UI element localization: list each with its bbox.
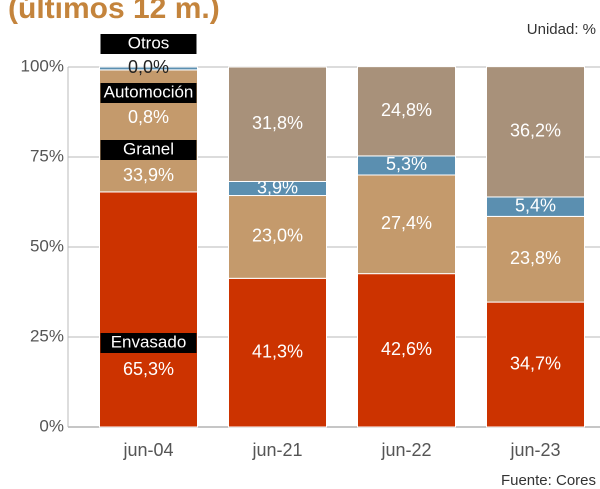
data-label: 31,8% [252, 113, 303, 133]
data-label: 42,6% [381, 339, 432, 359]
y-tick-label: 0% [39, 416, 64, 435]
series-label: Automoción [104, 82, 194, 101]
series-label-box [100, 333, 197, 353]
data-label: 5,3% [386, 154, 427, 174]
bar-segment [228, 195, 327, 279]
data-label: 34,7% [510, 353, 561, 373]
bar-segment [357, 273, 456, 428]
bar-segment [357, 66, 456, 157]
series-label-box [100, 83, 197, 103]
data-label: 0,8% [128, 107, 169, 127]
data-label: 3,9% [257, 177, 298, 197]
x-tick-label: jun-21 [251, 440, 302, 460]
data-label: 27,4% [381, 213, 432, 233]
data-label: 36,2% [510, 121, 561, 141]
data-label: 41,3% [252, 341, 303, 361]
series-label: Otros [128, 33, 170, 52]
series-label-box [100, 140, 197, 160]
data-label: 0,0% [128, 57, 169, 77]
x-tick-label: jun-22 [380, 440, 431, 460]
x-tick-label: jun-23 [509, 440, 560, 460]
bar-segment [99, 191, 198, 428]
y-tick-label: 50% [30, 236, 64, 255]
bar-segment [486, 215, 585, 303]
y-tick-label: 75% [30, 146, 64, 165]
bar-segment [486, 301, 585, 428]
bar-segment [228, 277, 327, 428]
chart-title: (últimos 12 m.) [8, 0, 220, 25]
data-label: 33,9% [123, 165, 174, 185]
y-tick-label: 25% [30, 326, 64, 345]
series-label: Granel [123, 139, 174, 158]
series-label-box [100, 34, 197, 54]
unit-note: Unidad: % [527, 21, 596, 38]
bar-segment [99, 66, 198, 71]
data-label: 23,0% [252, 226, 303, 246]
data-label: 23,8% [510, 248, 561, 268]
data-label: 65,3% [123, 359, 174, 379]
x-tick-label: jun-04 [122, 440, 173, 460]
series-label: Envasado [111, 332, 187, 351]
y-tick-label: 100% [21, 56, 64, 75]
bar-segment [486, 66, 585, 198]
bar-segment [228, 66, 327, 182]
data-label: 5,4% [515, 195, 556, 215]
data-label: 24,8% [381, 100, 432, 120]
bar-segment [357, 174, 456, 275]
source-note: Fuente: Cores [501, 472, 596, 489]
